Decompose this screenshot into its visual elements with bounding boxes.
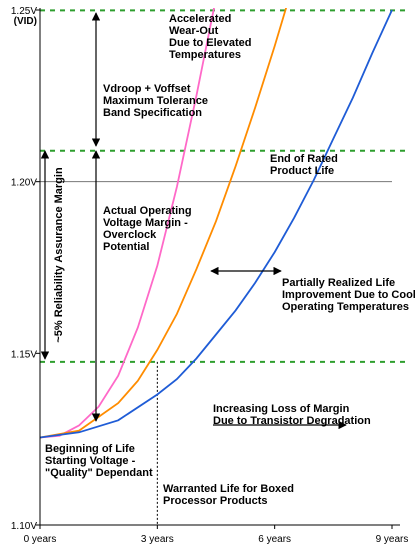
annotation-line: Band Specification xyxy=(103,107,202,119)
y-axis-sublabel: (VID) xyxy=(14,16,37,27)
annotation-line: Temperatures xyxy=(169,49,241,61)
annotation-line: Starting Voltage - xyxy=(45,455,136,467)
series-line-0 xyxy=(40,8,215,439)
annotation-line: End of Rated xyxy=(270,153,338,165)
annotation-line: Processor Products xyxy=(163,495,268,507)
x-tick-label-0: 0 years xyxy=(24,534,57,545)
annotation-line: Overclock xyxy=(103,229,157,241)
y-tick-label-2: 1.15V xyxy=(11,349,37,360)
annotation-line: Wear-Out xyxy=(169,25,219,37)
annotation-line: Due to Elevated xyxy=(169,37,252,49)
annotation-line: Warranted Life for Boxed xyxy=(163,483,294,495)
y-tick-label-1: 1.20V xyxy=(11,178,37,189)
annotation-line: Maximum Tolerance xyxy=(103,95,208,107)
annotation-line: Potential xyxy=(103,241,149,253)
annotation-line: Operating Temperatures xyxy=(282,301,409,313)
axes: 1.25V 1.20V 1.15V 1.10V (VID) 0 years 3 years 6… xyxy=(11,6,409,545)
series-line-2 xyxy=(40,9,393,439)
series-line-1 xyxy=(40,8,288,439)
annotations: Accelerated Wear-Out Due to Elevated Temper… xyxy=(45,13,415,507)
annotation-line: Product Life xyxy=(270,165,334,177)
annotation-line: "Quality" Dependant xyxy=(45,467,153,479)
x-tick-label-3: 9 years xyxy=(376,534,409,545)
annotation-text-2: End of Rated Product Life xyxy=(270,153,338,177)
annotation-line: Vdroop + Voffset xyxy=(103,83,191,95)
x-tick-label-2: 6 years xyxy=(258,534,291,545)
annotation-line: Increasing Loss of Margin xyxy=(213,403,350,415)
annotation-line: Beginning of Life xyxy=(45,443,135,455)
annotation-text-3: Actual Operating Voltage Margin -Overcloc… xyxy=(103,205,192,253)
annotation-text-6: Beginning of Life Starting Voltage -"Qual… xyxy=(45,443,153,479)
annotation-text-4: Partially Realized Life Improvement Due t… xyxy=(282,277,415,313)
annotation-line: Accelerated xyxy=(169,13,231,25)
annotation-text-8: ~5% Reliability Assurance Margin xyxy=(53,167,65,343)
annotation-line: ~5% Reliability Assurance Margin xyxy=(53,167,65,343)
annotation-line: Improvement Due to Cooler xyxy=(282,289,415,301)
y-tick-label-0: 1.25V xyxy=(11,6,37,17)
y-tick-label-3: 1.10V xyxy=(11,521,37,532)
series-lines xyxy=(40,8,393,439)
reference-lines xyxy=(40,9,406,525)
annotation-line: Due to Transistor Degradation xyxy=(213,415,371,427)
annotation-line: Partially Realized Life xyxy=(282,277,395,289)
annotation-text-5: Increasing Loss of Margin Due to Transist… xyxy=(213,403,371,427)
annotation-text-1: Vdroop + Voffset Maximum Tolerance Band Sp… xyxy=(103,83,208,119)
x-tick-label-1: 3 years xyxy=(141,534,174,545)
annotation-arrows xyxy=(40,12,347,430)
annotation-line: Voltage Margin - xyxy=(103,217,188,229)
annotation-text-7: Warranted Life for Boxed Processor Produc… xyxy=(163,483,294,507)
annotation-line: Actual Operating xyxy=(103,205,192,217)
annotation-text-0: Accelerated Wear-Out Due to Elevated Temper… xyxy=(169,13,252,61)
